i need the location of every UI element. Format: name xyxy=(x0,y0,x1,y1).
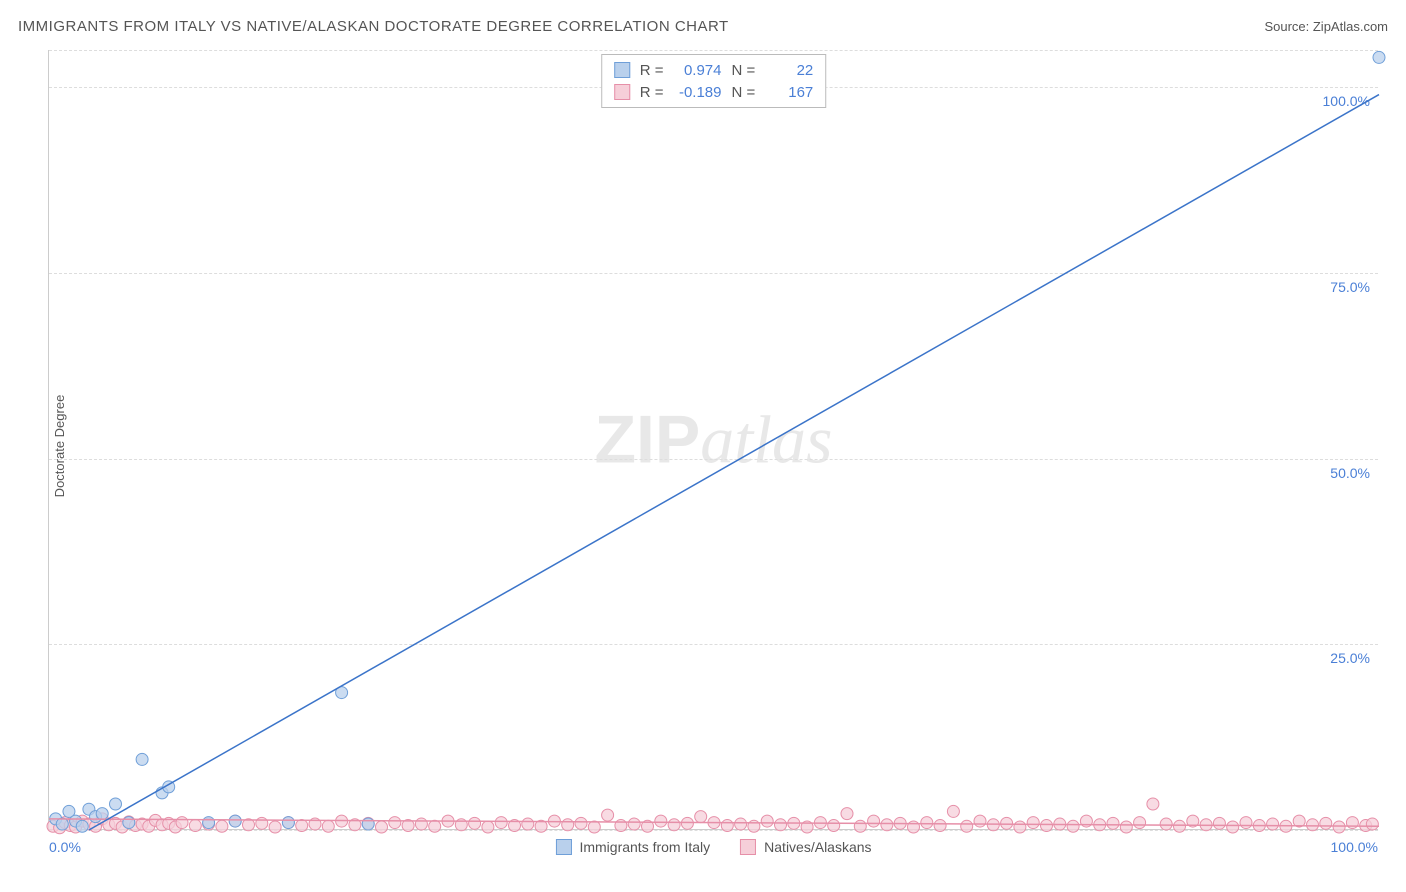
stat-r-value-1: 0.974 xyxy=(674,62,722,79)
series-1-points xyxy=(50,51,1385,832)
series-2-points xyxy=(47,798,1378,834)
stat-n-value-1: 22 xyxy=(765,62,813,79)
plot-svg xyxy=(49,50,1378,829)
chart-header: IMMIGRANTS FROM ITALY VS NATIVE/ALASKAN … xyxy=(18,18,1388,35)
plot-area: ZIPatlas 25.0%50.0%75.0%100.0% R = 0.974… xyxy=(48,50,1378,830)
legend-stats-row-2: R = -0.189 N = 167 xyxy=(614,81,814,103)
legend-swatch-2b xyxy=(740,839,756,855)
stat-n-label: N = xyxy=(732,62,756,79)
legend-label-1: Immigrants from Italy xyxy=(579,839,710,855)
legend-item-1: Immigrants from Italy xyxy=(555,839,710,855)
stat-n-value-2: 167 xyxy=(765,84,813,101)
legend-bottom: Immigrants from Italy Natives/Alaskans xyxy=(555,839,871,855)
stat-r-label: R = xyxy=(640,84,664,101)
stat-n-label: N = xyxy=(732,84,756,101)
chart-title: IMMIGRANTS FROM ITALY VS NATIVE/ALASKAN … xyxy=(18,18,729,35)
regression-line-1 xyxy=(89,95,1379,830)
legend-label-2: Natives/Alaskans xyxy=(764,839,871,855)
legend-item-2: Natives/Alaskans xyxy=(740,839,871,855)
legend-swatch-1 xyxy=(614,62,630,78)
stat-r-value-2: -0.189 xyxy=(674,84,722,101)
legend-stats-box: R = 0.974 N = 22 R = -0.189 N = 167 xyxy=(601,54,827,108)
x-tick: 0.0% xyxy=(49,839,81,855)
legend-swatch-2 xyxy=(614,84,630,100)
stat-r-label: R = xyxy=(640,62,664,79)
legend-stats-row-1: R = 0.974 N = 22 xyxy=(614,59,814,81)
source-label: Source: ZipAtlas.com xyxy=(1264,19,1388,34)
x-tick: 100.0% xyxy=(1331,839,1378,855)
legend-swatch-1b xyxy=(555,839,571,855)
